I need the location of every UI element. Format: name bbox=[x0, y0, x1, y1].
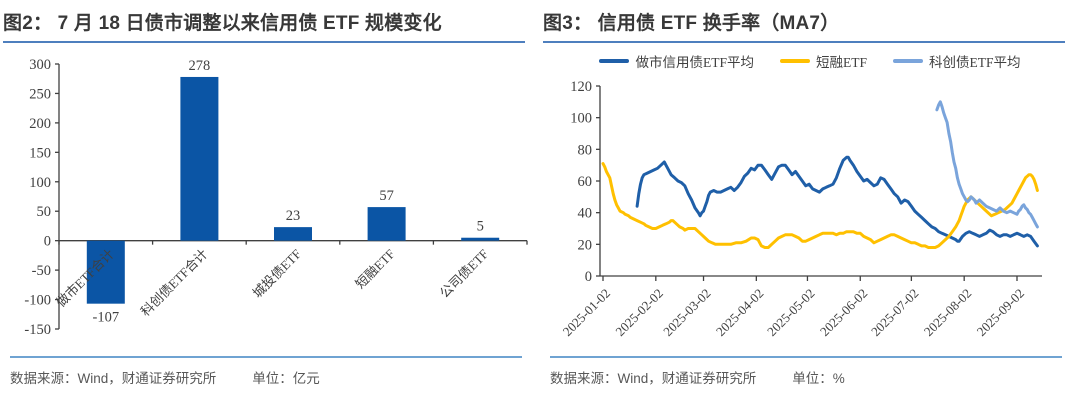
x-axis-date-label: 2025-05-02 bbox=[764, 286, 818, 340]
figure2-chart-area: -150 -100 -50 0 50 100 150 200 250 300 -107 做市ETF合计… bbox=[0, 42, 540, 356]
bar-category-label: 城投债ETF bbox=[250, 246, 305, 301]
unit-text: 单位：% bbox=[792, 371, 845, 386]
legend-item: 做市信用债ETF平均 bbox=[599, 51, 754, 71]
data-source-text: 数据来源：Wind，财通证券研究所 bbox=[10, 371, 217, 386]
y-axis-tick-label: 80 bbox=[578, 142, 593, 158]
figure3-footer: 数据来源：Wind，财通证券研究所 单位：% bbox=[550, 356, 1062, 387]
y-axis-tick-label: 300 bbox=[29, 57, 51, 73]
bar-4 bbox=[461, 237, 500, 241]
y-axis-tick-label: 100 bbox=[570, 111, 592, 127]
bar-2 bbox=[274, 227, 312, 241]
bar-value-label: 5 bbox=[477, 219, 484, 235]
y-axis-tick-label: 40 bbox=[578, 206, 593, 222]
legend-line-swatch bbox=[779, 59, 810, 63]
figure2-title: 图2： 7 月 18 日债市调整以来信用债 ETF 规模变化 bbox=[3, 0, 525, 43]
bar-value-label: 57 bbox=[379, 188, 394, 204]
x-axis-date-label: 2025-03-02 bbox=[660, 286, 714, 340]
x-axis-date-label: 2025-01-02 bbox=[560, 286, 614, 340]
y-axis-tick-label: 150 bbox=[29, 145, 51, 161]
line-series-1 bbox=[601, 162, 1039, 249]
y-axis-tick-label: 0 bbox=[44, 234, 51, 250]
x-axis-date-label: 2025-02-02 bbox=[612, 286, 666, 340]
legend-label: 做市信用债ETF平均 bbox=[635, 55, 754, 70]
y-axis-tick-label: 50 bbox=[37, 204, 52, 220]
y-axis-tick-label: 120 bbox=[570, 79, 592, 95]
x-axis-date-label: 2025-04-02 bbox=[713, 286, 767, 340]
legend-item: 短融ETF bbox=[779, 51, 867, 71]
bar-category-label: 科创债ETF合计 bbox=[138, 246, 211, 319]
bar-category-label: 短融ETF bbox=[352, 246, 397, 291]
figure3-chart-area: 做市信用债ETF平均 短融ETF 科创债ETF平均 0 20 40 60 80 100 120 2… bbox=[540, 42, 1080, 356]
data-source-text: 数据来源：Wind，财通证券研究所 bbox=[550, 371, 757, 386]
figure2-panel: 图2： 7 月 18 日债市调整以来信用债 ETF 规模变化 -150 -100 -… bbox=[0, 0, 540, 387]
figure3-title: 图3： 信用债 ETF 换手率（MA7） bbox=[543, 0, 1065, 43]
y-axis-tick-label: -150 bbox=[24, 322, 51, 338]
legend-item: 科创债ETF平均 bbox=[893, 51, 1021, 71]
y-axis-tick-label: 0 bbox=[585, 269, 592, 285]
y-axis-tick-label: 20 bbox=[578, 237, 593, 253]
bar-value-label: 23 bbox=[286, 208, 301, 224]
y-axis-tick-label: -100 bbox=[24, 293, 51, 309]
line-series-2 bbox=[935, 100, 1039, 229]
x-axis-date-label: 2025-06-02 bbox=[817, 286, 871, 340]
y-axis-tick-label: -50 bbox=[32, 263, 51, 279]
legend-line-swatch bbox=[599, 59, 630, 63]
line-series-0 bbox=[635, 155, 1039, 248]
y-axis-tick-label: 100 bbox=[29, 175, 51, 191]
bar-series: -107做市ETF合计278科创债ETF合计23城投债ETF57短融ETF5公司… bbox=[53, 58, 500, 326]
figure3-panel: 图3： 信用债 ETF 换手率（MA7） 做市信用债ETF平均 短融ETF 科创债E… bbox=[540, 0, 1080, 400]
bar-3 bbox=[367, 207, 406, 241]
bar-category-label: 公司债ETF bbox=[437, 246, 492, 301]
figure2-footer: 数据来源：Wind，财通证券研究所 单位：亿元 bbox=[10, 356, 522, 387]
bar-0 bbox=[86, 240, 125, 304]
bar-value-label: 278 bbox=[189, 58, 211, 74]
unit-text: 单位：亿元 bbox=[252, 371, 320, 386]
legend-label: 短融ETF bbox=[815, 55, 867, 70]
bar-chart: -150-100-50050100150200250300-107做市ETF合计… bbox=[24, 57, 528, 338]
bar-1 bbox=[180, 76, 219, 241]
line-chart-legend: 做市信用债ETF平均 短融ETF 科创债ETF平均 bbox=[540, 51, 1080, 71]
legend-line-swatch bbox=[893, 59, 923, 63]
y-axis-tick-label: 200 bbox=[29, 116, 51, 132]
bar-value-label: -107 bbox=[93, 310, 120, 326]
legend-label: 科创债ETF平均 bbox=[929, 55, 1021, 70]
y-axis-tick-label: 250 bbox=[29, 86, 51, 102]
x-axis-date-label: 2025-09-02 bbox=[974, 286, 1028, 340]
y-axis-tick-label: 60 bbox=[578, 174, 593, 190]
x-axis-date-label: 2025-07-02 bbox=[868, 286, 922, 340]
x-axis-date-label: 2025-08-02 bbox=[921, 286, 975, 340]
